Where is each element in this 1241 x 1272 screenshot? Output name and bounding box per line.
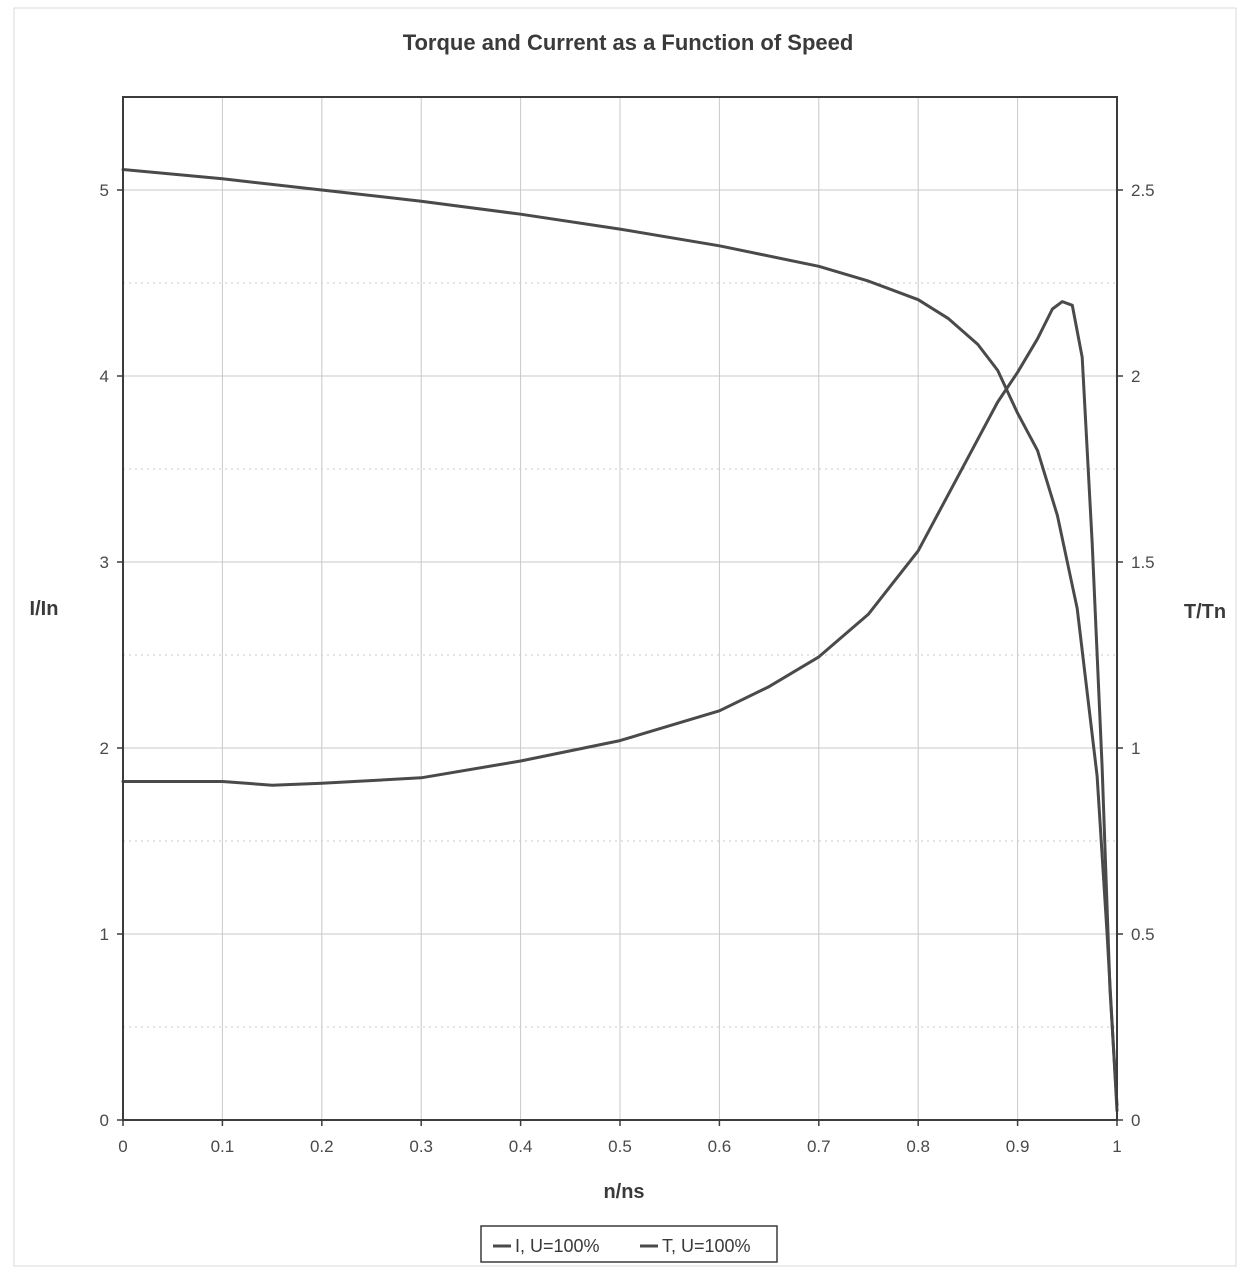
x-tick-label: 0.2 [310, 1137, 334, 1156]
x-tick-label: 0.6 [708, 1137, 732, 1156]
grid [123, 97, 1117, 1120]
x-tick-label: 0.9 [1006, 1137, 1030, 1156]
legend-label: I, U=100% [515, 1236, 600, 1256]
x-tick-label: 0.7 [807, 1137, 831, 1156]
x-tick-label: 0.5 [608, 1137, 632, 1156]
legend: I, U=100% T, U=100% [480, 1225, 778, 1263]
y-left-tick-label: 5 [100, 181, 109, 200]
y-left-tick-label: 4 [100, 367, 109, 386]
x-tick-label: 0.3 [409, 1137, 433, 1156]
x-tick-label: 0.1 [211, 1137, 235, 1156]
y-left-axis-label: I/In [30, 598, 59, 620]
series-line-current [121, 168, 1119, 1113]
chart-title: Torque and Current as a Function of Spee… [403, 30, 854, 55]
y-right-tick-label: 1.5 [1131, 553, 1155, 572]
y-right-axis-label: T/Tn [1184, 601, 1226, 623]
y-left-tick-label: 2 [100, 739, 109, 758]
legend-box [480, 1225, 778, 1263]
x-tick-label: 0.8 [906, 1137, 930, 1156]
x-tick-label: 0.4 [509, 1137, 533, 1156]
left-axis-ticks: 0 1 2 3 4 5 [100, 181, 123, 1130]
y-left-tick-label: 1 [100, 925, 109, 944]
y-right-tick-label: 2 [1131, 367, 1140, 386]
series-line-torque [121, 300, 1119, 1107]
y-right-tick-label: 0 [1131, 1111, 1140, 1130]
x-axis-label: n/ns [603, 1181, 644, 1203]
series-lines [121, 168, 1119, 1113]
plot-frame [122, 96, 1118, 1121]
y-right-tick-label: 0.5 [1131, 925, 1155, 944]
y-right-tick-label: 1 [1131, 739, 1140, 758]
x-axis-ticks: 0 0.1 0.2 0.3 0.4 0.5 0.6 0.7 0.8 0.9 1 [118, 1120, 1122, 1156]
y-right-tick-label: 2.5 [1131, 181, 1155, 200]
x-tick-label: 1 [1112, 1137, 1121, 1156]
y-left-tick-label: 3 [100, 553, 109, 572]
y-left-tick-label: 0 [100, 1111, 109, 1130]
chart-border [13, 7, 1237, 1267]
right-axis-ticks: 0 0.5 1 1.5 2 2.5 [1117, 181, 1155, 1130]
x-tick-label: 0 [118, 1137, 127, 1156]
legend-label: T, U=100% [662, 1236, 751, 1256]
